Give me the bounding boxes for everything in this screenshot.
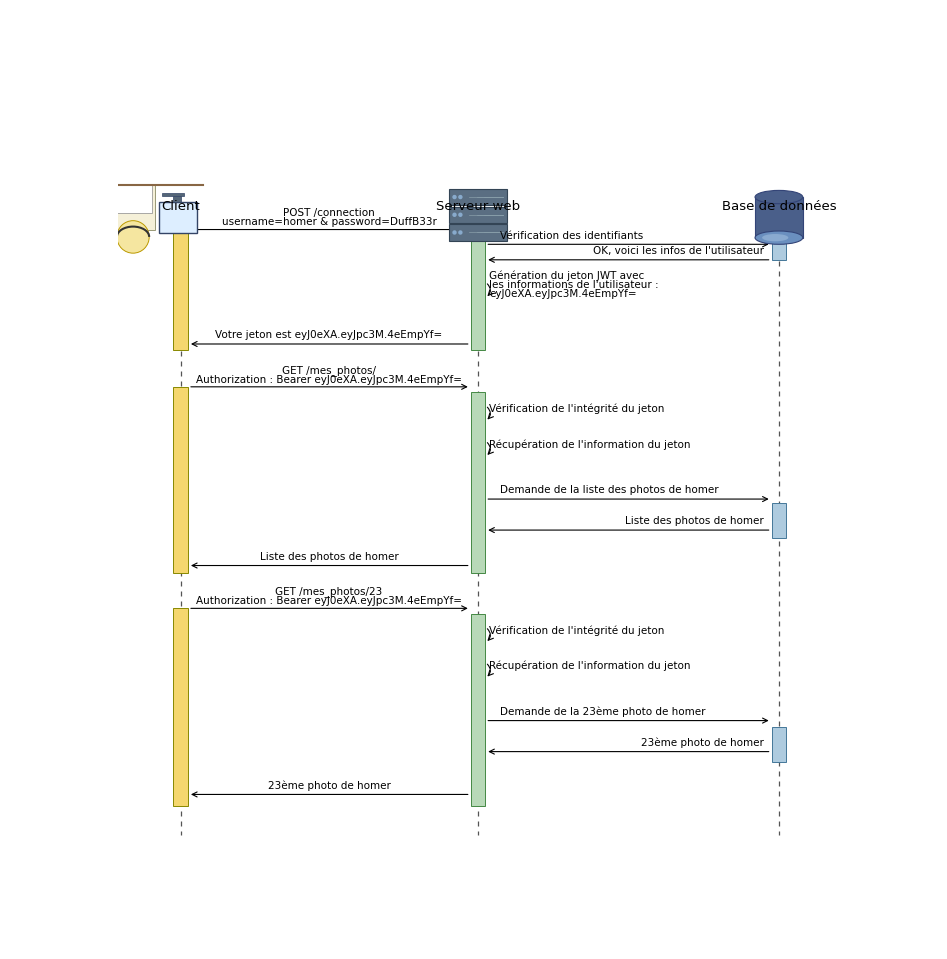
Text: Authorization : Bearer eyJ0eXA.eyJpc3M.4eEmpYf=: Authorization : Bearer eyJ0eXA.eyJpc3M.4… xyxy=(196,375,462,385)
Circle shape xyxy=(453,230,456,235)
Bar xyxy=(471,392,485,573)
Text: Liste des photos de homer: Liste des photos de homer xyxy=(625,516,764,526)
Circle shape xyxy=(453,195,456,199)
Text: Demande de la liste des photos de homer: Demande de la liste des photos de homer xyxy=(500,485,719,496)
Bar xyxy=(449,206,508,222)
Bar xyxy=(115,185,155,229)
Text: 23ème photo de homer: 23ème photo de homer xyxy=(641,737,764,748)
Text: Client: Client xyxy=(161,200,200,213)
Bar xyxy=(772,727,786,762)
Circle shape xyxy=(458,213,462,217)
Text: Base de données: Base de données xyxy=(722,200,836,213)
Text: Génération du jeton JWT avec: Génération du jeton JWT avec xyxy=(489,270,644,281)
Text: Vérification de l'intégrité du jeton: Vérification de l'intégrité du jeton xyxy=(489,625,665,636)
Bar xyxy=(163,194,185,197)
Text: GET /mes_photos/: GET /mes_photos/ xyxy=(282,364,376,376)
Bar xyxy=(116,184,152,213)
Text: Serveur web: Serveur web xyxy=(436,200,520,213)
Text: Authorization : Bearer eyJ0eXA.eyJpc3M.4eEmpYf=: Authorization : Bearer eyJ0eXA.eyJpc3M.4… xyxy=(196,596,462,606)
Text: username=homer & password=DuffB33r: username=homer & password=DuffB33r xyxy=(222,218,437,227)
Bar xyxy=(173,608,188,806)
Text: Demande de la 23ème photo de homer: Demande de la 23ème photo de homer xyxy=(500,707,706,717)
Text: les informations de l'utilisateur :: les informations de l'utilisateur : xyxy=(489,280,658,290)
Bar xyxy=(471,614,485,806)
Text: Récupération de l'information du jeton: Récupération de l'information du jeton xyxy=(489,661,690,671)
Text: Votre jeton est eyJ0eXA.eyJpc3M.4eEmpYf=: Votre jeton est eyJ0eXA.eyJpc3M.4eEmpYf= xyxy=(215,330,442,340)
Bar xyxy=(755,197,803,238)
Text: eyJ0eXA.eyJpc3M.4eEmpYf=: eyJ0eXA.eyJpc3M.4eEmpYf= xyxy=(489,289,636,299)
Bar xyxy=(173,197,181,202)
Bar xyxy=(159,202,197,233)
Bar xyxy=(471,235,485,350)
Bar xyxy=(449,189,508,205)
Text: Liste des photos de homer: Liste des photos de homer xyxy=(259,551,399,562)
Bar xyxy=(173,229,188,350)
Text: Vérification des identifiants: Vérification des identifiants xyxy=(500,230,643,241)
Text: Vérification de l'intégrité du jeton: Vérification de l'intégrité du jeton xyxy=(489,404,665,414)
Bar xyxy=(772,503,786,538)
Circle shape xyxy=(458,195,462,199)
Ellipse shape xyxy=(755,231,803,245)
Text: Récupération de l'information du jeton: Récupération de l'information du jeton xyxy=(489,439,690,450)
Bar xyxy=(772,235,786,260)
Ellipse shape xyxy=(762,234,788,242)
Circle shape xyxy=(116,221,150,253)
Text: GET /mes_photos/23: GET /mes_photos/23 xyxy=(276,586,383,597)
Text: OK, voici les infos de l'utilisateur: OK, voici les infos de l'utilisateur xyxy=(593,246,764,256)
Ellipse shape xyxy=(755,191,803,203)
Circle shape xyxy=(453,213,456,217)
Text: 23ème photo de homer: 23ème photo de homer xyxy=(268,781,390,791)
Text: POST /connection: POST /connection xyxy=(283,208,375,219)
Bar xyxy=(173,386,188,573)
Circle shape xyxy=(458,230,462,235)
Bar xyxy=(449,224,508,241)
